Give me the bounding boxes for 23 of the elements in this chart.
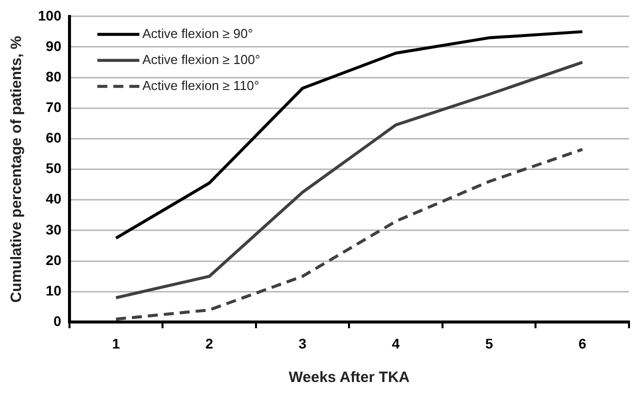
legend-label: Active flexion ≥ 100°	[142, 52, 260, 67]
y-tick-label: 0	[54, 313, 62, 330]
legend-label: Active flexion ≥ 90°	[142, 26, 253, 41]
line-series	[114, 148, 584, 321]
x-axis-title: Weeks After TKA	[288, 369, 410, 386]
x-tick-label: 6	[578, 335, 586, 352]
y-tick-label: 10	[46, 282, 62, 298]
x-tick-label: 3	[298, 335, 307, 352]
y-tick-label: 40	[46, 190, 62, 207]
y-tick-label: 70	[46, 99, 62, 115]
y-tick-label: 100	[38, 7, 62, 24]
x-tick-label: 1	[112, 335, 120, 352]
y-tick-label: 80	[46, 68, 62, 84]
y-tick-label: 50	[46, 160, 62, 176]
y-axis-title: Cumulative percentage of patients, %	[8, 36, 26, 303]
x-tick-label: 2	[205, 335, 214, 352]
y-tick-label: 30	[46, 221, 62, 238]
x-tick-label: 4	[392, 335, 400, 352]
y-tick-label: 90	[46, 38, 62, 54]
x-tick-label: 5	[485, 335, 494, 352]
y-tick-label: 60	[46, 130, 62, 146]
legend-label: Active flexion ≥ 110°	[142, 78, 260, 93]
y-tick-label: 20	[46, 252, 62, 268]
